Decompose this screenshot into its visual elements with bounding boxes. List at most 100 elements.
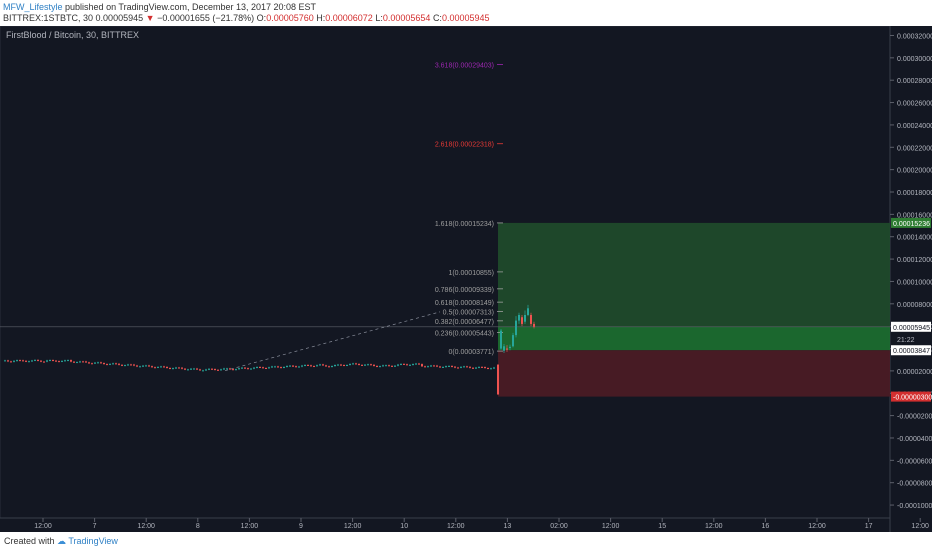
candle-body xyxy=(463,366,465,368)
candle-body xyxy=(271,366,273,368)
x-tick-label: 9 xyxy=(299,523,303,530)
current-price-tag: 0.00005945 xyxy=(893,325,930,332)
tradingview-brand[interactable]: TradingView xyxy=(68,536,118,546)
candle-body xyxy=(238,368,240,370)
close-label: C: xyxy=(432,13,442,23)
candle-body xyxy=(196,368,198,370)
y-tick-label: -0.00002000 xyxy=(897,414,932,421)
candle-body xyxy=(358,363,360,365)
candle-body xyxy=(361,364,363,366)
candle-body xyxy=(43,361,45,363)
candle-body xyxy=(31,360,33,362)
x-tick-label: 15 xyxy=(658,523,666,530)
current-price-tag-bg xyxy=(891,321,931,332)
candle-body xyxy=(352,363,354,365)
header-bar: MFW_Lifestyle published on TradingView.c… xyxy=(0,0,932,26)
candle-body xyxy=(409,364,411,366)
x-tick-label: 12:00 xyxy=(344,523,362,530)
candle-body xyxy=(46,360,48,362)
y-tick-label: -0.00010000 xyxy=(897,503,932,510)
candle-body xyxy=(184,368,186,370)
candle-body xyxy=(37,359,39,361)
candle-body xyxy=(493,367,495,369)
candle-body xyxy=(503,346,505,351)
candle-body xyxy=(382,365,384,367)
candle-body xyxy=(376,365,378,367)
symbol-line: BITTREX:1STBTC, 30 xyxy=(3,13,94,23)
candle-body xyxy=(385,365,387,367)
candle-body xyxy=(334,364,336,367)
candle-body xyxy=(91,363,93,365)
candle-body xyxy=(515,320,517,336)
fib-label: 0.618(0.00008149) xyxy=(435,300,494,307)
candle-body xyxy=(509,346,511,348)
author-link[interactable]: MFW_Lifestyle xyxy=(3,2,63,12)
x-tick-label: 12:00 xyxy=(34,523,52,530)
x-tick-label: 16 xyxy=(762,523,770,530)
candle-body xyxy=(55,360,57,362)
y-tick-label: -0.00008000 xyxy=(897,481,932,488)
candle-body xyxy=(295,366,297,368)
candle-body xyxy=(343,365,345,367)
stop-price-tag-bg xyxy=(891,391,931,402)
cloud-icon: ☁ xyxy=(57,536,67,546)
candle-body xyxy=(256,366,258,368)
y-axis: 0.00032000 0.00030000 0.00028000 0.00026000… xyxy=(890,33,932,510)
candle-body xyxy=(247,368,249,370)
candle-body xyxy=(460,366,462,368)
candle-body xyxy=(445,366,447,368)
candle-body xyxy=(448,365,450,367)
candle-body xyxy=(100,362,102,364)
candle-body xyxy=(394,365,396,367)
candle-body xyxy=(319,364,321,366)
candle-body xyxy=(169,367,171,369)
candle-body xyxy=(97,362,99,364)
candle-body xyxy=(10,361,12,363)
y-tick-label: 0.00010000 xyxy=(897,279,932,286)
candle-body xyxy=(373,364,375,366)
candle-body xyxy=(127,364,129,366)
candle-body xyxy=(316,365,318,367)
candle-body xyxy=(500,330,502,349)
chart-area[interactable]: FirstBlood / Bitcoin, 30, BITTREX 3.618(… xyxy=(0,26,932,532)
candle-body xyxy=(49,360,51,362)
candle-body xyxy=(286,365,288,367)
candle-body xyxy=(73,361,75,363)
candle-body xyxy=(397,364,399,366)
candle-body xyxy=(274,366,276,368)
candle-body xyxy=(19,360,21,362)
entry-price-tag-bg xyxy=(891,345,931,356)
candle-body xyxy=(229,368,231,370)
candle-body xyxy=(232,369,234,371)
chart-title: FirstBlood / Bitcoin, 30, BITTREX xyxy=(6,30,139,40)
candle-body xyxy=(524,314,526,322)
candle-body xyxy=(211,368,213,370)
candle-body xyxy=(340,364,342,366)
candle-body xyxy=(85,361,87,363)
candle-body xyxy=(118,363,120,365)
candle-body xyxy=(166,366,168,368)
open-label: O: xyxy=(256,13,267,23)
candle-body xyxy=(52,360,54,362)
candle-body xyxy=(190,368,192,370)
candle-body xyxy=(304,364,306,366)
y-tick-label: -0.00004000 xyxy=(897,436,932,443)
fib-label: 0.786(0.00009339) xyxy=(435,287,494,294)
candle-body xyxy=(497,364,499,395)
candle-body xyxy=(472,367,474,369)
candle-body xyxy=(16,360,18,362)
candle-body xyxy=(277,366,279,368)
candle-body xyxy=(469,366,471,368)
profit-zone-filled xyxy=(498,326,890,351)
candle-body xyxy=(193,368,195,370)
candle-body xyxy=(220,369,222,371)
candle-body xyxy=(307,364,309,366)
candle-body xyxy=(76,362,78,364)
candle-body xyxy=(283,366,285,368)
candle-body xyxy=(22,360,24,362)
y-tick-label: -0.00006000 xyxy=(897,458,932,465)
candle-body xyxy=(442,366,444,368)
candle-body xyxy=(181,367,183,369)
y-tick-label: 0.00018000 xyxy=(897,190,932,197)
candle-body xyxy=(325,365,327,367)
